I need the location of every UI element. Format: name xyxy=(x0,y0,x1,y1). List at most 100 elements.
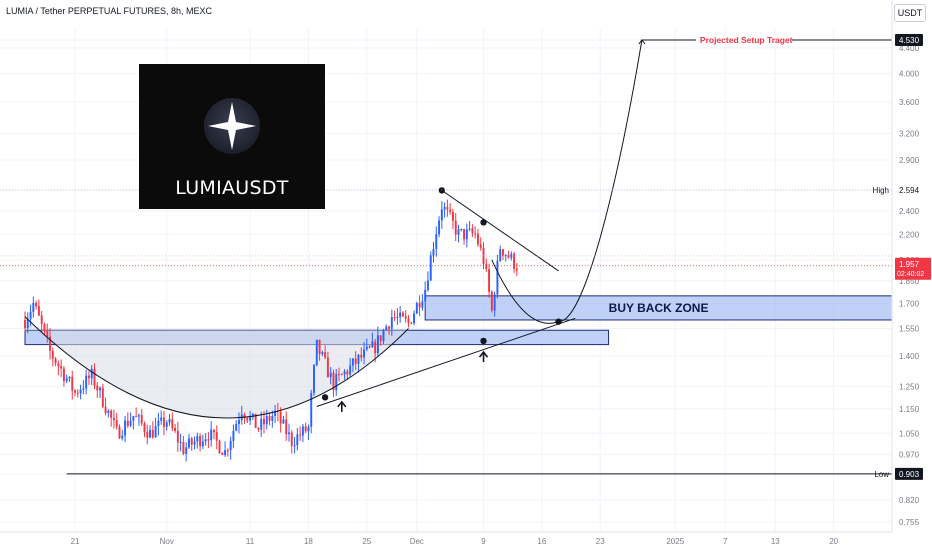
candle-body[interactable] xyxy=(87,375,90,379)
candle-body[interactable] xyxy=(393,317,396,319)
candle-body[interactable] xyxy=(374,341,377,354)
candle-body[interactable] xyxy=(221,453,224,456)
candle-body[interactable] xyxy=(360,354,363,358)
candle-body[interactable] xyxy=(187,438,190,448)
candle-body[interactable] xyxy=(424,289,427,302)
candle-body[interactable] xyxy=(396,317,399,319)
candle-body[interactable] xyxy=(165,422,168,427)
candle-body[interactable] xyxy=(307,426,310,432)
candle-body[interactable] xyxy=(338,374,340,376)
candle-body[interactable] xyxy=(182,442,185,454)
candle-body[interactable] xyxy=(135,416,138,418)
candle-body[interactable] xyxy=(304,426,307,432)
candle-body[interactable] xyxy=(493,294,496,311)
candle-body[interactable] xyxy=(157,420,160,427)
trendline[interactable] xyxy=(316,317,576,407)
candle-body[interactable] xyxy=(310,392,313,427)
candle-body[interactable] xyxy=(185,447,188,454)
candle-body[interactable] xyxy=(235,424,238,431)
candle-body[interactable] xyxy=(243,414,246,419)
candle-body[interactable] xyxy=(96,385,99,391)
candle-body[interactable] xyxy=(207,439,210,441)
rounded-bottom-curve[interactable] xyxy=(24,316,409,419)
candle-body[interactable] xyxy=(268,415,271,421)
candle-body[interactable] xyxy=(379,335,382,342)
candle-body[interactable] xyxy=(446,207,449,210)
candle-body[interactable] xyxy=(32,302,35,312)
candle-body[interactable] xyxy=(371,341,374,348)
candle-body[interactable] xyxy=(226,450,229,452)
candle-body[interactable] xyxy=(382,330,385,342)
candle-body[interactable] xyxy=(385,326,388,331)
candle-body[interactable] xyxy=(71,376,74,391)
candle-body[interactable] xyxy=(426,280,429,290)
candle-body[interactable] xyxy=(115,420,118,427)
candle-body[interactable] xyxy=(340,374,343,376)
candle-body[interactable] xyxy=(171,419,174,428)
candle-body[interactable] xyxy=(346,371,349,375)
candle-body[interactable] xyxy=(357,354,360,364)
candle-body[interactable] xyxy=(313,365,315,393)
candle-body[interactable] xyxy=(68,376,71,379)
candle-body[interactable] xyxy=(457,229,460,235)
candle-body[interactable] xyxy=(515,268,518,271)
candle-body[interactable] xyxy=(363,349,365,358)
candle-body[interactable] xyxy=(399,312,402,318)
candle-body[interactable] xyxy=(443,207,446,210)
candle-body[interactable] xyxy=(474,233,477,235)
currency-selector[interactable]: USDT xyxy=(894,4,926,22)
pivot-point[interactable] xyxy=(480,219,487,226)
candle-body[interactable] xyxy=(388,326,391,329)
candle-body[interactable] xyxy=(62,368,65,382)
candle-body[interactable] xyxy=(43,323,46,331)
candle-body[interactable] xyxy=(463,229,466,240)
candle-body[interactable] xyxy=(85,375,88,389)
candle-body[interactable] xyxy=(401,312,404,317)
candle-body[interactable] xyxy=(51,350,54,359)
candle-body[interactable] xyxy=(232,430,235,441)
candle-body[interactable] xyxy=(438,220,441,235)
candle-body[interactable] xyxy=(435,234,438,249)
candle-body[interactable] xyxy=(274,410,277,416)
candle-body[interactable] xyxy=(162,417,165,427)
candle-body[interactable] xyxy=(449,209,452,212)
projection-path[interactable] xyxy=(491,39,643,324)
candle-body[interactable] xyxy=(321,352,324,355)
candle-body[interactable] xyxy=(124,420,127,436)
candle-body[interactable] xyxy=(129,420,132,426)
candle-body[interactable] xyxy=(112,417,115,421)
candle-body[interactable] xyxy=(154,426,157,438)
candle-body[interactable] xyxy=(65,378,68,382)
candle-body[interactable] xyxy=(471,228,474,234)
candle-body[interactable] xyxy=(176,430,179,443)
candle-body[interactable] xyxy=(199,436,202,447)
candle-body[interactable] xyxy=(404,316,407,319)
candle-body[interactable] xyxy=(196,436,199,442)
candle-body[interactable] xyxy=(282,419,285,424)
candle-body[interactable] xyxy=(299,434,302,436)
candle-body[interactable] xyxy=(49,336,51,351)
candle-body[interactable] xyxy=(76,392,79,394)
candle-body[interactable] xyxy=(351,358,354,366)
candle-body[interactable] xyxy=(46,330,49,337)
pivot-point[interactable] xyxy=(438,187,446,194)
candle-body[interactable] xyxy=(246,418,249,421)
candle-body[interactable] xyxy=(354,358,357,364)
candle-body[interactable] xyxy=(74,390,77,393)
candle-body[interactable] xyxy=(465,229,468,240)
candle-body[interactable] xyxy=(257,427,260,430)
candle-body[interactable] xyxy=(99,387,102,391)
candle-body[interactable] xyxy=(132,416,135,421)
candle-body[interactable] xyxy=(121,435,124,439)
candle-body[interactable] xyxy=(365,346,368,350)
candle-body[interactable] xyxy=(407,318,410,323)
candle-body[interactable] xyxy=(224,450,227,456)
candle-body[interactable] xyxy=(315,339,318,366)
candle-body[interactable] xyxy=(263,418,265,425)
candle-body[interactable] xyxy=(168,419,171,423)
candle-body[interactable] xyxy=(413,313,416,324)
candle-body[interactable] xyxy=(490,291,493,311)
candle-body[interactable] xyxy=(90,368,93,379)
